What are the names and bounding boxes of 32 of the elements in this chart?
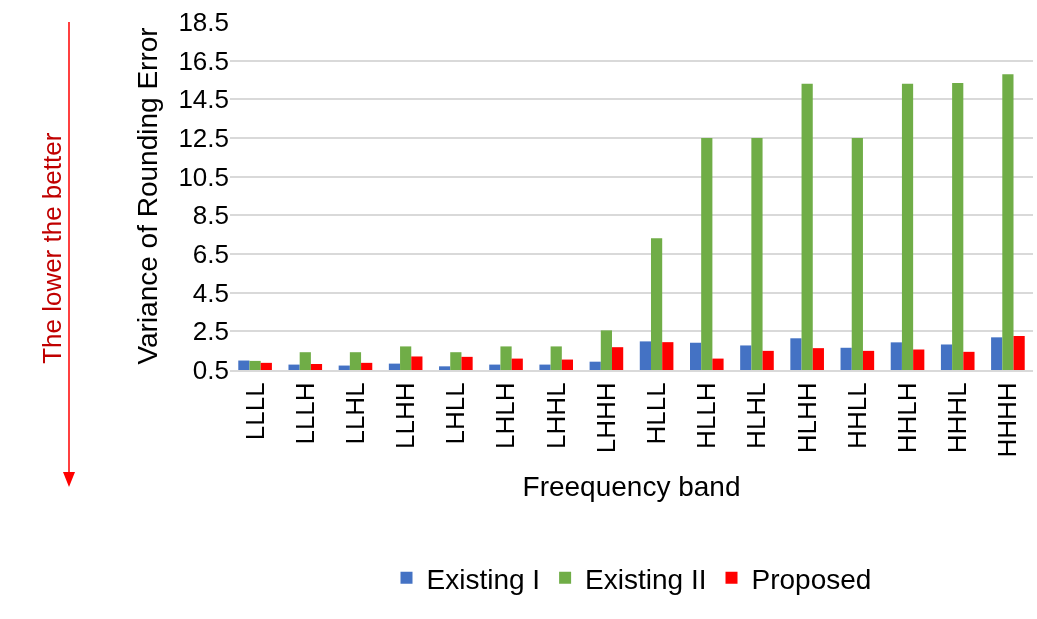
x-tick-label: HLLH xyxy=(691,382,722,449)
legend-label: Proposed xyxy=(751,563,872,595)
y-tick-label: 14.5 xyxy=(178,84,229,115)
y-tick-label: 2.5 xyxy=(192,316,229,347)
x-tick-label: HLHL xyxy=(741,382,772,449)
x-tick-label: HLLL xyxy=(641,382,672,445)
x-tick-label: HHHH xyxy=(992,382,1023,458)
x-axis-title: Freequency band xyxy=(522,471,741,503)
y-tick-label: 0.5 xyxy=(192,355,229,386)
x-tick-label: HLHH xyxy=(791,382,822,454)
y-tick-label: 12.5 xyxy=(178,123,229,154)
x-tick-label: HHHL xyxy=(942,382,973,454)
y-axis-title: Variance of Rounding Error xyxy=(132,27,164,365)
x-tick-label: LLHH xyxy=(390,382,421,449)
y-tick-label: 18.5 xyxy=(178,7,229,38)
y-tick-label: 16.5 xyxy=(178,45,229,76)
x-tick-label: HHLL xyxy=(841,382,872,449)
x-tick-label: LHLL xyxy=(440,382,471,445)
y-tick-label: 4.5 xyxy=(192,277,229,308)
x-tick-label: LHHH xyxy=(590,382,621,454)
x-tick-label: HHLH xyxy=(891,382,922,454)
y-tick-label: 8.5 xyxy=(192,200,229,231)
text: The lower the better xyxy=(37,132,68,364)
y-tick-label: 10.5 xyxy=(178,161,229,192)
x-tick-label: LHLH xyxy=(490,382,521,449)
y-tick-label: 6.5 xyxy=(192,239,229,270)
legend-label: Existing II xyxy=(585,563,707,595)
legend-label: Existing I xyxy=(426,563,541,595)
x-tick-label: LLLH xyxy=(289,382,320,445)
x-tick-label: LLLL xyxy=(239,382,270,441)
x-tick-label: LHHL xyxy=(540,382,571,449)
x-tick-label: LLHL xyxy=(339,382,370,445)
